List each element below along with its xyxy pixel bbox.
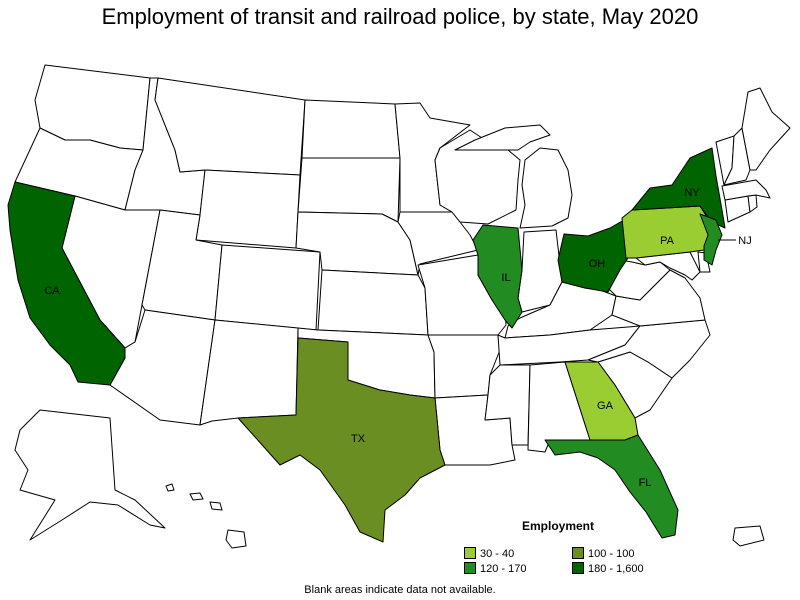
state-ak — [14, 409, 166, 541]
data-states — [7, 147, 736, 543]
map-title: Employment of transit and railroad polic… — [101, 4, 699, 29]
legend-item-180-1600: 180 - 1,600 — [572, 562, 644, 575]
state-co — [214, 244, 321, 331]
legend-label: 120 - 170 — [480, 563, 527, 575]
legend-swatch — [464, 547, 476, 559]
state-mi — [454, 124, 573, 229]
state-wy — [195, 169, 301, 249]
legend-label: 100 - 100 — [588, 548, 635, 560]
state-label-oh: OH — [589, 258, 606, 270]
legend-item-30-40: 30 - 40 — [464, 547, 514, 560]
state-nd — [301, 99, 401, 159]
legend-item-120-170: 120 - 170 — [464, 562, 526, 575]
state-label-pa: PA — [660, 235, 675, 247]
legend-label: 30 - 40 — [480, 548, 515, 560]
state-label-ga: GA — [597, 400, 614, 412]
state-ks — [317, 269, 429, 336]
state-pa — [621, 205, 713, 259]
territory-pr — [732, 525, 765, 547]
state-nj — [699, 213, 723, 266]
state-ri — [747, 194, 758, 213]
state-nc — [587, 319, 711, 379]
state-de — [697, 251, 711, 273]
state-label-tx: TX — [351, 433, 366, 445]
state-label-ca: CA — [44, 285, 60, 297]
state-hi — [165, 483, 247, 549]
state-md — [635, 251, 701, 281]
state-mt — [154, 77, 306, 176]
state-il — [472, 224, 523, 329]
state-me — [741, 87, 791, 171]
legend-label: 180 - 1,600 — [588, 563, 644, 575]
state-label-il: IL — [501, 272, 510, 284]
legend-item-100-100: 100 - 100 — [572, 547, 634, 560]
footnote: Blank areas indicate data not available. — [304, 584, 496, 596]
legend-title: Employment — [522, 519, 595, 533]
state-ma — [721, 179, 771, 201]
state-label-fl: FL — [639, 477, 652, 489]
state-nm — [199, 319, 299, 426]
state-fl — [544, 434, 679, 539]
blank-states — [14, 64, 791, 549]
legend-swatch — [572, 562, 584, 574]
state-ca — [7, 181, 126, 386]
state-ct — [724, 195, 751, 223]
state-oh — [557, 219, 629, 293]
state-label-ny: NY — [684, 187, 700, 199]
legend-swatch — [572, 547, 584, 559]
legend-swatch — [464, 562, 476, 574]
state-label-nj: NJ — [738, 235, 751, 247]
state-tx — [237, 337, 446, 543]
state-labels: CA NY OH IL FL NJ TX PA GA — [44, 187, 751, 489]
